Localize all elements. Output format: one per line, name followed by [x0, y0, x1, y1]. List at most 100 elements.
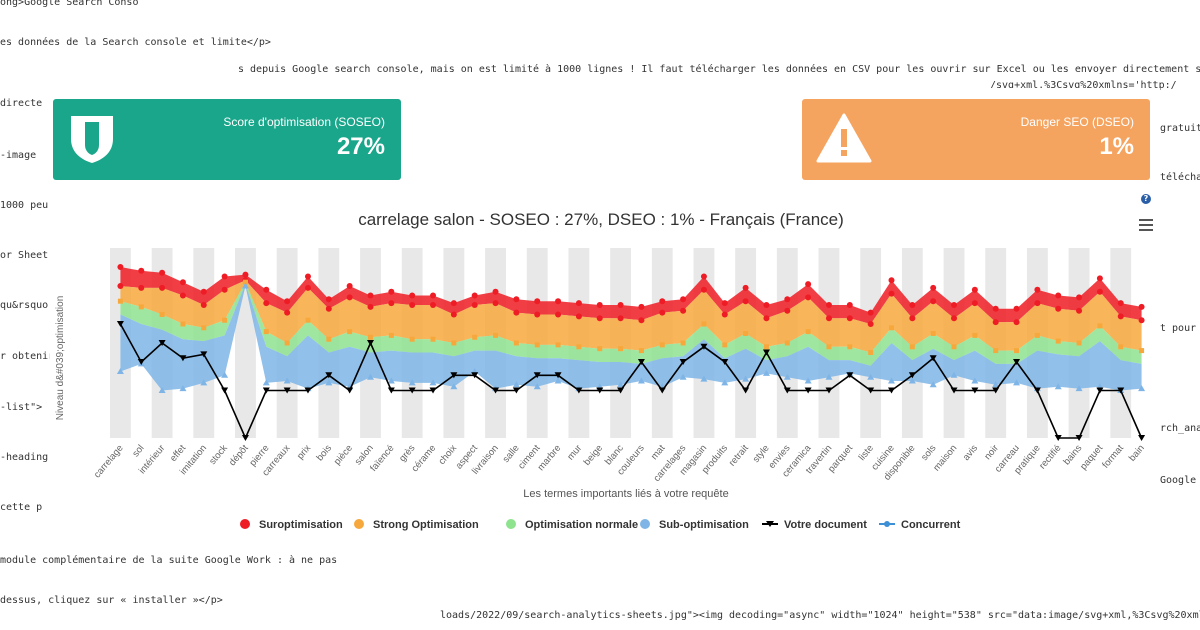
- suroptimisation-point[interactable]: [763, 302, 770, 308]
- optimisation-normale-point[interactable]: [1118, 344, 1124, 350]
- optimisation-normale-point[interactable]: [409, 336, 415, 342]
- suroptimisation-point[interactable]: [117, 264, 124, 270]
- optimisation-normale-point[interactable]: [722, 342, 728, 348]
- optimisation-normale-point[interactable]: [159, 312, 165, 317]
- suroptimisation-point[interactable]: [680, 296, 687, 303]
- optimisation-normale-point[interactable]: [930, 331, 936, 336]
- legend-item[interactable]: Sub-optimisation: [640, 519, 749, 531]
- strong-optimisation-point[interactable]: [367, 303, 374, 310]
- votre-document-point[interactable]: [1013, 359, 1021, 365]
- optimisation-normale-point[interactable]: [680, 340, 686, 346]
- votre-document-point[interactable]: [304, 387, 312, 394]
- optimisation-normale-point[interactable]: [555, 342, 561, 348]
- suroptimisation-point[interactable]: [367, 292, 374, 299]
- votre-document-point[interactable]: [929, 355, 937, 362]
- strong-optimisation-point[interactable]: [325, 305, 332, 312]
- strong-optimisation-point[interactable]: [221, 286, 228, 293]
- optimisation-normale-point[interactable]: [847, 344, 853, 350]
- sub-optimisation-point[interactable]: [179, 385, 187, 392]
- sub-optimisation-point[interactable]: [888, 377, 895, 384]
- sub-optimisation-point[interactable]: [554, 377, 562, 384]
- strong-optimisation-point[interactable]: [784, 307, 791, 314]
- sub-optimisation-point[interactable]: [679, 373, 687, 380]
- optimisation-normale-point[interactable]: [138, 304, 144, 310]
- optimisation-normale-point[interactable]: [1097, 323, 1103, 329]
- optimisation-normale-point[interactable]: [117, 298, 123, 304]
- optimisation-normale-point[interactable]: [472, 334, 478, 340]
- sub-optimisation-point[interactable]: [1013, 379, 1021, 386]
- suroptimisation-point[interactable]: [575, 300, 582, 307]
- strong-optimisation-point[interactable]: [930, 298, 937, 305]
- votre-document-point[interactable]: [679, 359, 687, 365]
- suroptimisation-point[interactable]: [617, 302, 624, 308]
- suroptimisation-point[interactable]: [221, 273, 228, 280]
- optimisation-normale-point[interactable]: [701, 321, 707, 327]
- suroptimisation-point[interactable]: [325, 296, 332, 303]
- suroptimisation-point[interactable]: [200, 288, 207, 295]
- sub-optimisation-point[interactable]: [387, 377, 395, 384]
- optimisation-normale-point[interactable]: [513, 340, 519, 346]
- strong-optimisation-point[interactable]: [951, 315, 958, 322]
- votre-document-point[interactable]: [846, 372, 854, 379]
- sub-optimisation-point[interactable]: [721, 379, 729, 386]
- sub-optimisation-point[interactable]: [367, 373, 374, 380]
- optimisation-normale-point[interactable]: [618, 346, 624, 352]
- suroptimisation-point[interactable]: [888, 277, 895, 284]
- sub-optimisation-point[interactable]: [512, 381, 520, 388]
- votre-document-point[interactable]: [742, 387, 750, 394]
- optimisation-normale-point[interactable]: [493, 332, 499, 338]
- votre-document-point[interactable]: [637, 359, 645, 365]
- optimisation-normale-point[interactable]: [659, 342, 665, 348]
- optimisation-normale-point[interactable]: [805, 329, 811, 335]
- suroptimisation-point[interactable]: [846, 302, 853, 308]
- optimisation-normale-point[interactable]: [889, 325, 894, 331]
- strong-optimisation-point[interactable]: [805, 294, 812, 301]
- sub-optimisation-point[interactable]: [1054, 383, 1062, 390]
- suroptimisation-point[interactable]: [951, 302, 958, 308]
- votre-document-point[interactable]: [221, 387, 229, 394]
- votre-document-point[interactable]: [241, 435, 249, 441]
- suroptimisation-point[interactable]: [1117, 300, 1124, 307]
- suroptimisation-point[interactable]: [263, 286, 270, 293]
- suroptimisation-point[interactable]: [805, 281, 812, 288]
- votre-document-point[interactable]: [908, 372, 916, 379]
- votre-document-point[interactable]: [971, 387, 979, 394]
- suroptimisation-point[interactable]: [534, 298, 541, 305]
- votre-document-point[interactable]: [450, 372, 458, 379]
- strong-optimisation-point[interactable]: [471, 302, 478, 308]
- strong-optimisation-point[interactable]: [1096, 288, 1103, 295]
- strong-optimisation-point[interactable]: [138, 284, 145, 291]
- optimisation-normale-point[interactable]: [242, 279, 248, 285]
- votre-document-point[interactable]: [721, 359, 729, 365]
- votre-document-point[interactable]: [783, 387, 791, 394]
- suroptimisation-point[interactable]: [513, 296, 520, 303]
- sub-optimisation-point[interactable]: [950, 371, 958, 378]
- optimisation-normale-point[interactable]: [305, 317, 311, 323]
- votre-document-point[interactable]: [1117, 387, 1125, 394]
- legend-item[interactable]: Votre document: [762, 519, 867, 531]
- suroptimisation-point[interactable]: [659, 298, 666, 305]
- strong-optimisation-point[interactable]: [575, 313, 582, 320]
- strong-optimisation-point[interactable]: [1117, 313, 1124, 320]
- suroptimisation-point[interactable]: [409, 292, 416, 299]
- help-icon[interactable]: ?: [1141, 194, 1151, 204]
- suroptimisation-point[interactable]: [784, 296, 791, 303]
- votre-document-point[interactable]: [387, 387, 395, 394]
- suroptimisation-point[interactable]: [721, 300, 728, 307]
- sub-optimisation-point[interactable]: [533, 383, 541, 390]
- strong-optimisation-point[interactable]: [263, 300, 270, 307]
- strong-optimisation-point[interactable]: [638, 317, 645, 324]
- votre-document-point[interactable]: [533, 372, 541, 379]
- strong-optimisation-point[interactable]: [555, 311, 562, 318]
- votre-document-point[interactable]: [617, 387, 625, 394]
- strong-optimisation-point[interactable]: [971, 300, 978, 307]
- suroptimisation-point[interactable]: [179, 279, 186, 286]
- optimisation-normale-point[interactable]: [576, 344, 582, 350]
- optimisation-normale-point[interactable]: [1139, 348, 1145, 354]
- optimisation-normale-point[interactable]: [222, 317, 228, 323]
- votre-document-point[interactable]: [825, 387, 833, 394]
- strong-optimisation-point[interactable]: [200, 302, 207, 308]
- sub-optimisation-point[interactable]: [867, 373, 875, 380]
- optimisation-normale-point[interactable]: [1034, 332, 1040, 338]
- sub-optimisation-point[interactable]: [283, 377, 291, 384]
